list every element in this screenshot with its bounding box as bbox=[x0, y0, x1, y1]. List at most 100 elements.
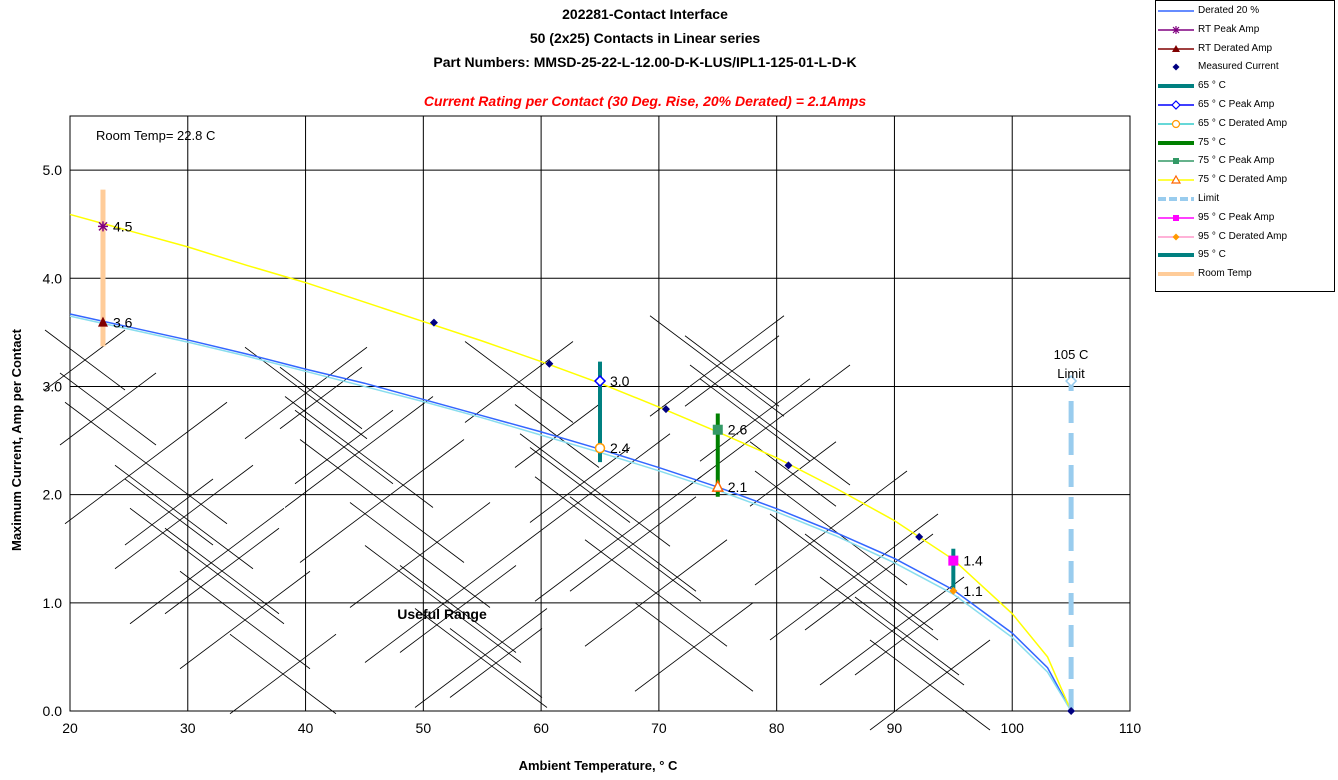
x-tick-label: 50 bbox=[416, 720, 432, 736]
x-tick-label: 80 bbox=[769, 720, 785, 736]
legend-label: 95 ° C bbox=[1198, 249, 1226, 261]
point-65-c-peak-amp bbox=[593, 374, 607, 388]
plot-frame bbox=[69, 115, 1131, 712]
chart-title-line-1: 202281-Contact Interface bbox=[562, 6, 728, 22]
data-label: 4.5 bbox=[113, 218, 133, 234]
hatch-line bbox=[649, 315, 785, 417]
hatch-line bbox=[284, 396, 434, 508]
series-line-derated-20 bbox=[69, 313, 1072, 712]
legend-label: 75 ° C Peak Amp bbox=[1198, 155, 1275, 167]
data-label: 1.4 bbox=[963, 553, 983, 569]
x-tick-label: 100 bbox=[1001, 720, 1025, 736]
hatch-line bbox=[299, 439, 465, 563]
legend-swatch-marker bbox=[1172, 44, 1180, 52]
legend-entry: 65 ° C bbox=[1156, 77, 1334, 95]
legend-label: Measured Current bbox=[1198, 61, 1279, 73]
legend-swatch bbox=[1158, 44, 1194, 52]
data-label: 2.1 bbox=[728, 479, 748, 495]
legend-swatch-marker bbox=[1173, 158, 1179, 165]
hatch-line bbox=[769, 513, 939, 641]
legend-label: RT Peak Amp bbox=[1198, 23, 1260, 35]
legend-swatch-marker bbox=[1171, 119, 1181, 128]
y-axis-title: Maximum Current, Amp per Contact bbox=[9, 328, 24, 551]
data-label: 2.4 bbox=[610, 440, 630, 456]
legend-entry: 95 ° C Peak Amp bbox=[1156, 209, 1334, 227]
legend-swatch-marker bbox=[1170, 174, 1182, 184]
data-label: 3.6 bbox=[113, 315, 133, 331]
legend-entry: 75 ° C bbox=[1156, 134, 1334, 152]
legend-entry: Measured Current bbox=[1156, 58, 1334, 76]
legend-entry: RT Derated Amp bbox=[1156, 40, 1334, 58]
useful-range-hatching bbox=[44, 315, 991, 731]
y-tick-label: 0.0 bbox=[43, 703, 63, 719]
hatch-line bbox=[519, 433, 671, 547]
x-axis-title: Ambient Temperature, ° C bbox=[519, 758, 678, 773]
hatch-line bbox=[804, 533, 934, 631]
legend-entry: Room Temp bbox=[1156, 265, 1334, 283]
y-tick-label: 3.0 bbox=[43, 378, 63, 394]
x-tick-label: 20 bbox=[62, 720, 78, 736]
legend-label: RT Derated Amp bbox=[1198, 42, 1273, 54]
y-tick-label: 4.0 bbox=[43, 270, 63, 286]
point-measured-current bbox=[784, 461, 793, 470]
hatch-line bbox=[534, 476, 702, 602]
point-95-c-peak-amp bbox=[948, 555, 959, 566]
legend-swatch bbox=[1158, 10, 1194, 12]
legend-label: 95 ° C Derated Amp bbox=[1198, 230, 1288, 242]
data-label: 3.0 bbox=[610, 373, 630, 389]
point-measured-current bbox=[429, 318, 438, 327]
hatch-line bbox=[114, 464, 254, 570]
chart-title-line-2: 50 (2x25) Contacts in Linear series bbox=[529, 30, 761, 46]
y-tick-label: 1.0 bbox=[43, 595, 63, 611]
y-tick-label: 5.0 bbox=[43, 162, 63, 178]
legend-swatch bbox=[1158, 100, 1194, 110]
hatch-line bbox=[349, 502, 491, 608]
hatch-line bbox=[64, 401, 228, 525]
chart-series bbox=[69, 189, 1078, 715]
legend-swatch bbox=[1158, 214, 1194, 221]
legend-entry: Derated 20 % bbox=[1156, 2, 1334, 20]
legend-label: 65 ° C Peak Amp bbox=[1198, 99, 1275, 110]
legend-label: 75 ° C bbox=[1198, 136, 1226, 148]
legend-swatch-marker bbox=[1172, 25, 1180, 34]
hatch-line bbox=[464, 341, 574, 423]
legend-label: Derated 20 % bbox=[1198, 5, 1260, 16]
legend-swatch bbox=[1158, 253, 1194, 258]
legend-swatch-marker bbox=[1172, 63, 1180, 71]
hatch-line bbox=[584, 539, 728, 647]
legend-swatch-marker bbox=[1173, 214, 1179, 221]
point-measured-current bbox=[1067, 707, 1076, 715]
point-65-c-derated-amp bbox=[594, 442, 606, 454]
hatch-line bbox=[684, 335, 780, 407]
x-tick-label: 60 bbox=[533, 720, 549, 736]
legend-swatch bbox=[1158, 174, 1194, 184]
legend-label: 95 ° C Peak Amp bbox=[1198, 211, 1275, 223]
legend-label: 75 ° C Derated Amp bbox=[1198, 174, 1288, 186]
legend-swatch bbox=[1158, 140, 1194, 145]
hatch-line bbox=[399, 565, 517, 653]
hatch-line bbox=[44, 329, 126, 391]
legend-swatch bbox=[1158, 272, 1194, 277]
hatch-line bbox=[59, 372, 157, 446]
hatch-line bbox=[129, 507, 285, 625]
legend-swatch-marker bbox=[1171, 100, 1181, 110]
x-tick-label: 40 bbox=[298, 720, 314, 736]
x-tick-label: 90 bbox=[887, 720, 903, 736]
hatch-line bbox=[124, 478, 214, 546]
legend-label: Limit bbox=[1198, 193, 1220, 204]
x-tick-label: 110 bbox=[1119, 720, 1142, 736]
legend-label: 65 ° C Derated Amp bbox=[1198, 117, 1288, 129]
hatch-line bbox=[569, 496, 697, 592]
point-75-c-peak-amp bbox=[712, 424, 723, 435]
limit-annotation-temp: 105 C bbox=[1054, 347, 1089, 362]
hatch-line bbox=[414, 608, 548, 708]
chart-data-labels: 4.5 3.6 3.0 2.4 2.6 2.1 1.4 1.1 bbox=[113, 218, 983, 599]
legend-swatch bbox=[1158, 197, 1194, 201]
hatch-line bbox=[294, 409, 394, 485]
data-label: 1.1 bbox=[963, 583, 983, 599]
hatch-line bbox=[819, 576, 965, 686]
point-measured-current bbox=[915, 532, 924, 541]
legend-label: 65 ° C bbox=[1198, 80, 1226, 92]
hatch-line bbox=[364, 545, 522, 663]
chart-title-line-3: Part Numbers: MMSD-25-22-L-12.00-D-K-LUS… bbox=[433, 54, 857, 70]
